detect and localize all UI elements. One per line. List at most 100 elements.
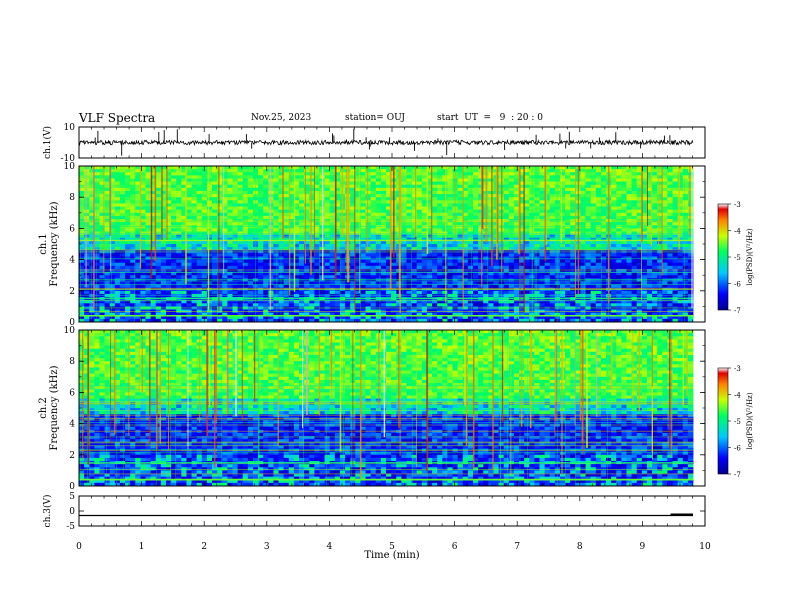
spectrogram-cell	[196, 228, 203, 232]
spectrogram-cell	[160, 290, 167, 295]
spectrogram-cell	[263, 253, 269, 257]
spectrogram-cell	[432, 234, 438, 239]
spectrogram-cell	[217, 184, 223, 189]
spectrogram-cell	[421, 256, 428, 260]
spectrogram-cell	[386, 265, 392, 270]
spectrogram-cell	[483, 284, 489, 289]
spectrogram-cell	[160, 284, 167, 289]
spectrogram-cell	[355, 203, 361, 207]
spectrogram-cell	[616, 200, 622, 204]
spectrogram-cell	[99, 290, 105, 295]
spectrogram-cell	[421, 187, 428, 192]
spectrogram-cell	[217, 215, 223, 220]
spectrogram-cell	[570, 203, 576, 207]
spectrogram-cell	[222, 215, 228, 220]
spectrogram-cell	[626, 247, 632, 251]
spectrogram-cell	[524, 278, 530, 282]
spectrogram-cell	[375, 262, 382, 267]
spectrogram-cell	[227, 181, 233, 186]
spectrogram-cell	[662, 215, 668, 220]
spectrogram-cell	[421, 181, 428, 186]
spectrogram-cell	[478, 172, 484, 176]
spectrogram-cell	[288, 187, 295, 192]
spectrogram-cell	[590, 200, 597, 204]
spectrogram-cell	[222, 281, 228, 285]
spectrogram-cell	[355, 209, 361, 214]
spectrogram-cell	[483, 272, 489, 276]
spectrogram-cell	[150, 203, 157, 207]
spectrogram-cell	[309, 281, 315, 285]
spectrogram-cell	[217, 284, 223, 289]
spectrogram-cell	[559, 256, 566, 260]
spectrogram-cell	[478, 228, 484, 232]
spectrogram-cell	[437, 265, 443, 270]
spectrogram-cell	[360, 275, 366, 279]
spectrogram-cell	[242, 206, 249, 211]
spectrogram-cell	[478, 194, 484, 198]
spectrogram-cell	[611, 272, 617, 276]
spectrogram-cell	[181, 194, 187, 198]
spectrogram-cell	[411, 190, 418, 195]
spectrogram-cell	[401, 194, 407, 198]
spectrogram-cell	[89, 190, 95, 195]
spectrogram-cell	[652, 181, 658, 186]
spectrogram-cell	[125, 253, 131, 257]
spectrogram-cell	[196, 281, 203, 285]
spectrogram-cell	[457, 265, 464, 270]
spectrogram-cell	[191, 200, 198, 204]
spectrogram-cell	[442, 290, 448, 295]
spectrogram-cell	[263, 247, 269, 251]
spectrogram-cell	[84, 212, 90, 217]
spectrogram-cell	[171, 228, 177, 232]
spectrogram-cell	[513, 172, 520, 176]
spectrogram-cell	[94, 265, 100, 270]
spectrogram-cell	[145, 197, 152, 201]
spectrogram-cell	[135, 172, 141, 176]
spectrogram-cell	[421, 253, 428, 257]
spectrogram-cell	[380, 234, 387, 239]
spectrogram-cell	[534, 284, 540, 289]
spectrogram-cell	[426, 197, 433, 201]
spectrogram-cell	[411, 290, 418, 295]
spectrogram-cell	[549, 253, 556, 257]
spectrogram-cell	[467, 169, 474, 173]
spectrogram-cell	[457, 200, 464, 204]
spectrogram-cell	[554, 215, 561, 220]
spectrogram-cell	[677, 281, 684, 285]
spectrogram-cell	[150, 253, 157, 257]
spectrogram-cell	[559, 172, 566, 176]
spectrogram-cell	[641, 187, 648, 192]
spectrogram-cell	[646, 187, 653, 192]
spectrogram-cell	[472, 272, 479, 276]
spectrogram-cell	[150, 222, 157, 226]
spectrogram-cell	[544, 206, 551, 211]
spectrogram-cell	[667, 268, 673, 273]
spectrogram-cell	[119, 194, 126, 198]
spectrogram-cell	[672, 247, 679, 251]
spectrogram-cell	[334, 215, 341, 220]
spectrogram-cell	[631, 247, 638, 251]
spectrogram-cell	[554, 206, 561, 211]
spectrogram-cell	[631, 184, 638, 189]
spectrogram-cell	[206, 247, 213, 251]
spectrogram-cell	[406, 293, 412, 298]
spectrogram-cell	[155, 209, 162, 214]
spectrogram-cell	[217, 265, 223, 270]
spectrogram-cell	[467, 268, 474, 273]
spectrogram-cell	[580, 253, 586, 257]
spectrogram-cell	[554, 290, 561, 295]
spectrogram-cell	[242, 259, 249, 264]
spectrogram-cell	[119, 244, 126, 248]
spectrogram-cell	[171, 275, 177, 279]
spectrogram-cell	[580, 262, 586, 267]
spectrogram-cell	[380, 225, 387, 229]
spectrogram-cell	[304, 247, 310, 251]
spectrogram-cell	[165, 187, 172, 192]
spectrogram-cell	[498, 281, 505, 285]
spectrogram-cell	[534, 275, 540, 279]
spectrogram-cell	[616, 253, 622, 257]
spectrogram-cell	[513, 262, 520, 267]
spectrogram-cell	[314, 190, 320, 195]
spectrogram-cell	[350, 169, 356, 173]
spectrogram-cell	[426, 256, 433, 260]
